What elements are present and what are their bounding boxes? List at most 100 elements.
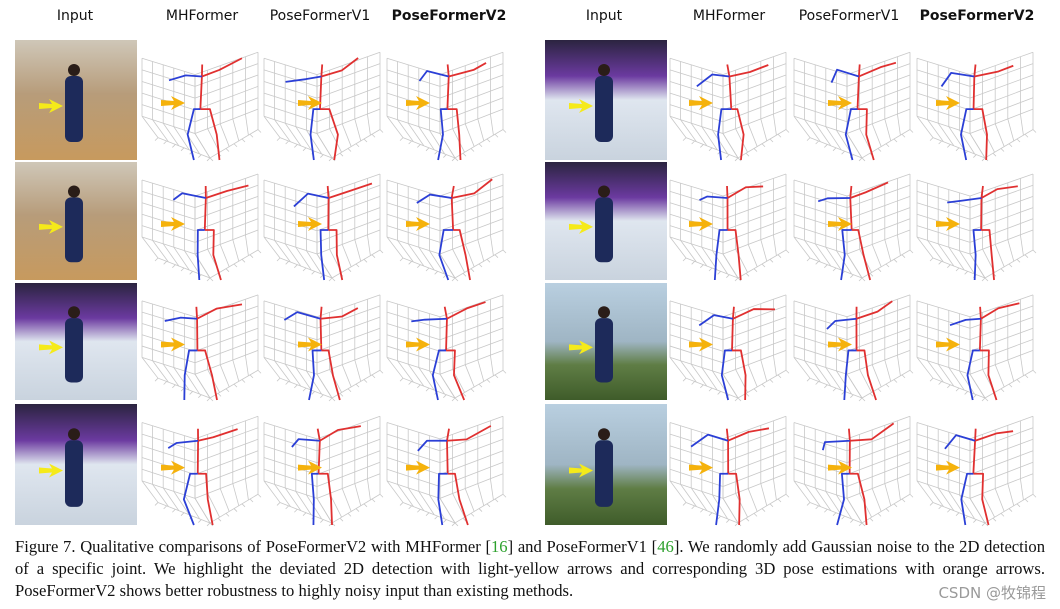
- grid-line: [233, 143, 238, 148]
- grid-line: [363, 259, 368, 263]
- skeleton-limb: [167, 439, 199, 449]
- grid-line: [470, 513, 475, 517]
- grid-line: [841, 150, 845, 155]
- grid-line: [194, 97, 259, 123]
- grid-line: [263, 236, 318, 255]
- grid-line: [439, 173, 504, 197]
- grid-line: [793, 81, 848, 99]
- grid-line: [439, 184, 504, 208]
- grid-line: [157, 137, 211, 159]
- grid-line: [162, 487, 180, 511]
- grid-line: [451, 397, 456, 402]
- grid-line: [824, 384, 828, 389]
- grid-line: [263, 445, 318, 464]
- grid-line: [793, 116, 811, 138]
- grid-line: [815, 140, 819, 145]
- grid-line: [194, 438, 259, 464]
- person: [65, 76, 83, 142]
- grid-line: [184, 494, 200, 520]
- citation[interactable]: 16: [490, 537, 508, 556]
- grid-line: [964, 391, 968, 395]
- grid-line: [328, 157, 333, 162]
- watermark: CSDN @牧锦程: [938, 584, 1046, 602]
- citation[interactable]: 46: [657, 537, 674, 556]
- skeleton-limb: [186, 108, 201, 161]
- grid-line: [302, 267, 307, 272]
- grid-line: [938, 381, 942, 385]
- grid-line: [316, 461, 381, 487]
- grid-line: [737, 397, 742, 402]
- grid-line: [669, 57, 724, 75]
- grid-line: [916, 356, 971, 375]
- grid-line: [386, 311, 441, 329]
- grid-line: [984, 397, 989, 402]
- grid-line: [969, 374, 986, 399]
- grid-line: [434, 150, 438, 155]
- grid-line: [194, 305, 259, 329]
- grid-line: [669, 116, 687, 138]
- grid-line: [982, 128, 995, 153]
- grid-line: [172, 144, 176, 148]
- grid-line: [1007, 359, 1015, 382]
- grid-line: [722, 207, 787, 232]
- grid-line: [871, 123, 882, 147]
- grid-line: [386, 104, 441, 123]
- figure-caption: Figure 7. Qualitative comparisons of Pos…: [15, 536, 1045, 602]
- skeleton-limb: [944, 434, 976, 450]
- grid-line: [245, 113, 249, 136]
- grid-line: [916, 433, 971, 452]
- grid-line: [969, 427, 1034, 452]
- grid-line: [761, 263, 766, 268]
- skeleton-limb: [849, 181, 889, 199]
- grid-line: [806, 502, 811, 506]
- grid-line: [753, 388, 758, 393]
- skeleton-limb: [840, 229, 852, 281]
- grid-line: [669, 202, 724, 220]
- grid-line: [331, 397, 336, 402]
- grid-line: [173, 246, 190, 271]
- grid-line: [451, 277, 456, 282]
- arrow: [689, 217, 713, 231]
- grid-line: [454, 157, 459, 162]
- grid-line: [815, 261, 819, 265]
- grid-line: [846, 74, 911, 99]
- skeleton-limb: [699, 195, 728, 201]
- grid-line: [494, 254, 499, 258]
- grid-line: [877, 513, 882, 517]
- grid-line: [846, 218, 911, 243]
- grid-line: [141, 69, 196, 87]
- grid-line: [932, 137, 986, 159]
- grid-line: [141, 323, 196, 341]
- grid-line: [232, 359, 240, 382]
- grid-line: [938, 140, 942, 145]
- grid-line: [439, 196, 504, 220]
- grid-line: [669, 311, 724, 329]
- grid-line: [163, 505, 167, 510]
- grid-line: [735, 493, 748, 518]
- grid-line: [263, 356, 318, 375]
- skeleton-limb: [856, 349, 877, 401]
- arrow: [298, 217, 322, 231]
- grid-line: [249, 374, 254, 379]
- grid-line: [841, 515, 845, 520]
- grid-line: [141, 115, 196, 134]
- grid-line: [846, 415, 911, 440]
- grid-line: [316, 338, 381, 364]
- grid-line: [793, 213, 848, 232]
- grid-line: [279, 137, 333, 159]
- grid-line: [825, 367, 842, 391]
- arrow: [689, 337, 713, 352]
- skeleton-limb: [856, 300, 893, 320]
- grid-line: [825, 491, 842, 515]
- skeleton-limb: [446, 428, 450, 474]
- grid-line: [172, 384, 176, 389]
- pose-plot: [141, 294, 262, 402]
- grid-line: [347, 513, 352, 517]
- grid-line: [969, 196, 1034, 220]
- grid-line: [690, 363, 708, 387]
- grid-line: [969, 461, 1034, 487]
- pose-plot: [793, 51, 914, 162]
- grid-line: [439, 74, 504, 99]
- grid-line: [777, 133, 782, 138]
- head: [598, 428, 610, 441]
